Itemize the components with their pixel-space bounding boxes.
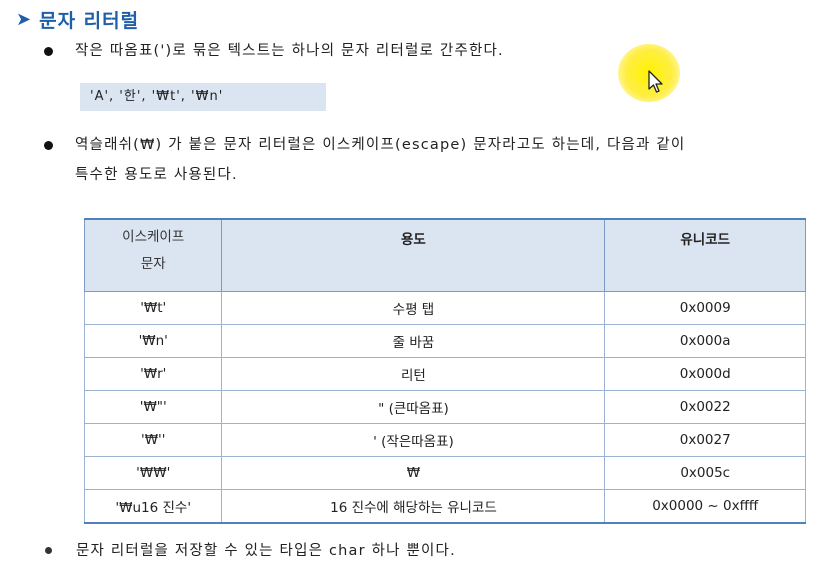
cell-escape: '₩t': [83, 291, 223, 325]
cell-unicode: 0x000a: [604, 324, 806, 358]
cell-usage: ' (작은따옴표): [221, 423, 606, 457]
table-row: '₩'' ' (작은따옴표) 0x0027: [83, 423, 806, 457]
cell-unicode: 0x0022: [604, 390, 806, 424]
table-row: '₩t' 수평 탭 0x0009: [83, 291, 806, 325]
header-unicode: 유니코드: [604, 218, 806, 292]
bullet-text: 작은 따옴표(')로 묶은 텍스트는 하나의 문자 리터럴로 간주한다.: [75, 43, 504, 59]
bullet-item-1: 작은 따옴표(')로 묶은 텍스트는 하나의 문자 리터럴로 간주한다.: [44, 36, 504, 66]
header-escape-line1: 이스케이프: [122, 229, 185, 245]
section-heading: ➤ 문자 리터럴: [16, 6, 139, 33]
header-escape-char: 이스케이프 문자: [83, 218, 223, 292]
cell-escape: '₩₩': [83, 456, 223, 490]
cell-usage: 줄 바꿈: [221, 324, 606, 358]
header-usage: 용도: [221, 218, 606, 292]
cell-escape: '₩"': [83, 390, 223, 424]
header-escape-line2: 문자: [140, 256, 166, 272]
bullet-text: 문자 리터럴을 저장할 수 있는 타입은 char 하나 뿐이다.: [76, 543, 456, 559]
bullet-text-block: 역슬래쉬(₩) 가 붙은 문자 리터럴은 이스케이프(escape) 문자라고도…: [75, 130, 685, 190]
cell-usage: 수평 탭: [221, 291, 606, 325]
cell-unicode: 0x000d: [604, 357, 806, 391]
cell-usage: " (큰따옴표): [221, 390, 606, 424]
mouse-pointer-icon: [648, 70, 663, 93]
section-title: 문자 리터럴: [39, 10, 140, 32]
bullet-dot-icon: [44, 47, 53, 56]
table-row: '₩"' " (큰따옴표) 0x0022: [83, 390, 806, 424]
table-row: '₩n' 줄 바꿈 0x000a: [83, 324, 806, 358]
cell-usage: 16 진수에 해당하는 유니코드: [221, 489, 606, 524]
example-code-box: 'A', '한', '₩t', '₩n': [80, 83, 326, 111]
bullet-dot-icon: [44, 141, 53, 150]
bullet-dot-icon: [45, 547, 52, 554]
bullet-item-3: 문자 리터럴을 저장할 수 있는 타입은 char 하나 뿐이다.: [44, 536, 456, 566]
arrow-right-icon: ➤: [16, 9, 32, 30]
cell-unicode: 0x0027: [604, 423, 806, 457]
table-header-row: 이스케이프 문자 용도 유니코드: [83, 218, 806, 292]
cell-usage: 리턴: [221, 357, 606, 391]
escape-table: 이스케이프 문자 용도 유니코드 '₩t' 수평 탭 0x0009 '₩n' 줄…: [83, 218, 806, 524]
table-row: '₩u16 진수' 16 진수에 해당하는 유니코드 0x0000 ~ 0xff…: [83, 489, 806, 524]
bullet-item-2: 역슬래쉬(₩) 가 붙은 문자 리터럴은 이스케이프(escape) 문자라고도…: [44, 130, 814, 190]
cell-unicode: 0x0000 ~ 0xffff: [604, 489, 806, 524]
cell-escape: '₩n': [83, 324, 223, 358]
cell-unicode: 0x0009: [604, 291, 806, 325]
cell-escape: '₩r': [83, 357, 223, 391]
table-row: '₩₩' ₩ 0x005c: [83, 456, 806, 490]
bullet-text-line-1: 역슬래쉬(₩) 가 붙은 문자 리터럴은 이스케이프(escape) 문자라고도…: [75, 137, 686, 153]
cell-usage: ₩: [221, 456, 606, 490]
cell-escape: '₩'': [83, 423, 223, 457]
table-row: '₩r' 리턴 0x000d: [83, 357, 806, 391]
cell-escape: '₩u16 진수': [83, 489, 223, 524]
bullet-text-line-2: 특수한 용도로 사용된다.: [75, 167, 238, 183]
cell-unicode: 0x005c: [604, 456, 806, 490]
